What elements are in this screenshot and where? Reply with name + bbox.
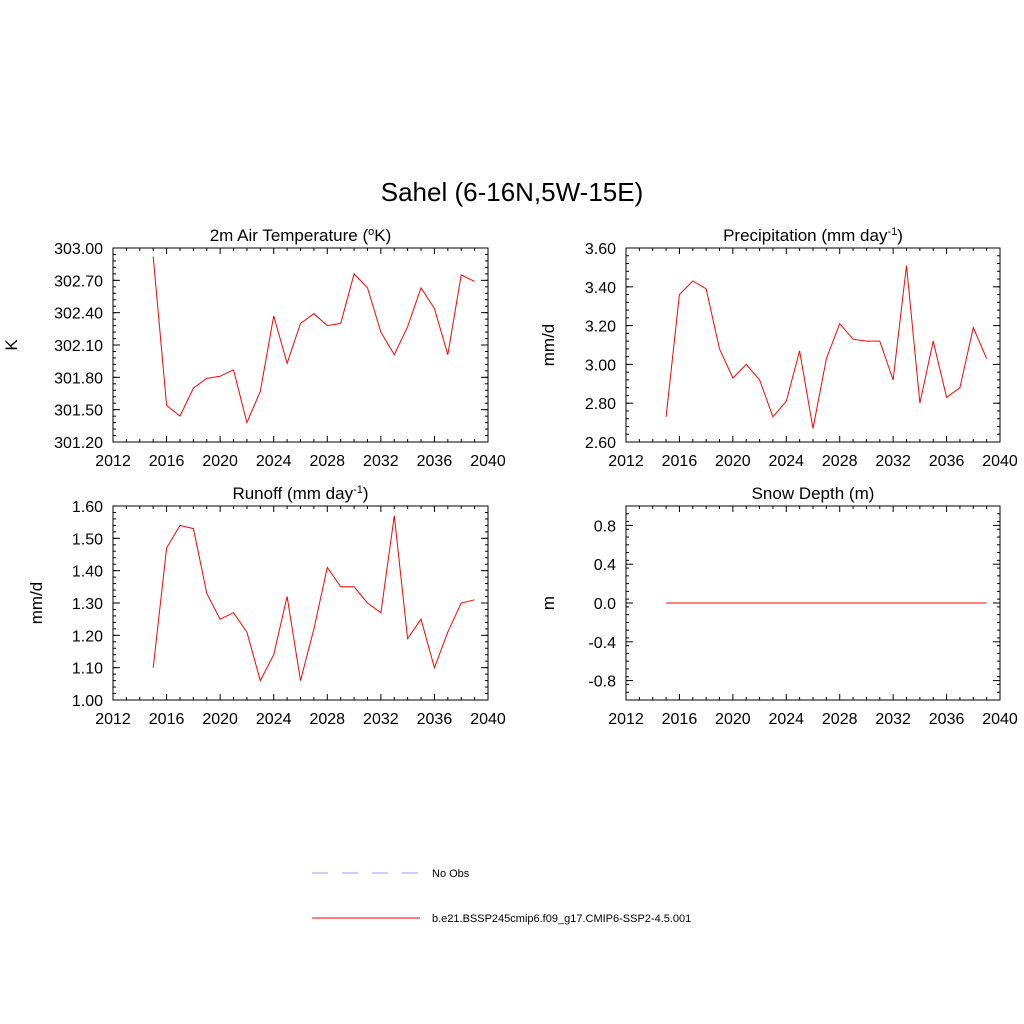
y-tick-label: 0.8 — [594, 518, 616, 535]
x-tick-label: 2032 — [363, 453, 399, 470]
legend-label-1: No Obs — [432, 868, 470, 880]
chart-panel-4: Snow Depth (m) 2012 2016 2020 2024 2028 2032 20… — [539, 484, 1018, 728]
x-tick-label: 2016 — [149, 453, 185, 470]
panel-title: Runoff (mm day-1) — [232, 484, 368, 503]
y-axis-label: K — [2, 339, 21, 351]
panel-title-superscript: -1 — [887, 226, 897, 238]
x-tick-label: 2024 — [768, 711, 804, 728]
y-tick-label: -0.4 — [588, 635, 616, 652]
x-tick-label: 2032 — [875, 711, 911, 728]
y-tick-label: 1.10 — [72, 661, 103, 678]
x-tick-label: 2012 — [608, 711, 644, 728]
x-tick-label: 2036 — [417, 711, 453, 728]
x-tick-label: 2032 — [875, 453, 911, 470]
y-tick-label: 3.40 — [585, 280, 616, 297]
x-tick-label: 2024 — [256, 453, 292, 470]
y-tick-label: 0.0 — [594, 596, 616, 613]
x-tick-label: 2016 — [662, 453, 698, 470]
x-tick-label: 2024 — [768, 453, 804, 470]
x-tick-label: 2028 — [822, 711, 858, 728]
y-tick-label: 301.50 — [54, 403, 103, 420]
y-tick-label: -0.8 — [588, 674, 616, 691]
chart-panel-2: Precipitation (mm day-1) 2012 2016 2020 2024… — [539, 226, 1018, 470]
x-tick-label: 2040 — [470, 453, 506, 470]
chart-panel-3: Runoff (mm day-1) 2012 2016 2020 2024 2028 203… — [27, 484, 506, 728]
chart-panel-1: 2m Air Temperature (oK) 2012 2016 2020 2024 2… — [2, 226, 506, 470]
y-tick-label: 301.80 — [54, 370, 103, 387]
panel-title: Snow Depth (m) — [752, 484, 875, 503]
y-tick-label: 1.50 — [72, 531, 103, 548]
x-tick-label: 2016 — [149, 711, 185, 728]
panel-title-text: Runoff (mm day — [232, 484, 353, 503]
x-tick-label: 2036 — [929, 453, 965, 470]
y-tick-label: 3.20 — [585, 319, 616, 336]
legend-label-2: b.e21.BSSP245cmip6.f09_g17.CMIP6-SSP2-4.… — [432, 913, 691, 925]
y-tick-label: 302.40 — [54, 306, 103, 323]
x-tick-label: 2012 — [95, 711, 131, 728]
panel-title-text: Snow Depth (m) — [752, 484, 875, 503]
x-tick-label: 2020 — [202, 453, 238, 470]
y-axis-label: mm/d — [27, 582, 46, 625]
legend: No Obs b.e21.BSSP245cmip6.f09_g17.CMIP6-S… — [312, 868, 691, 925]
y-tick-label: 1.20 — [72, 628, 103, 645]
panels-group: 2m Air Temperature (oK)2012 2016 2020 2024 2… — [2, 226, 1018, 728]
plot-frame — [112, 247, 489, 443]
y-tick-label: 2.80 — [585, 396, 616, 413]
y-tick-label: 1.40 — [72, 564, 103, 581]
y-tick-label: 3.00 — [585, 357, 616, 374]
y-tick-label: 301.20 — [54, 435, 103, 452]
x-tick-label: 2028 — [822, 453, 858, 470]
y-tick-label: 1.60 — [72, 499, 103, 516]
panel-title-text: Precipitation (mm day — [723, 226, 888, 245]
panel-title: Precipitation (mm day-1) — [723, 226, 903, 245]
x-tick-label: 2032 — [363, 711, 399, 728]
x-tick-label: 2040 — [982, 711, 1018, 728]
series-line — [152, 256, 475, 425]
x-tick-label: 2036 — [417, 453, 453, 470]
plot-frame — [625, 247, 1001, 443]
y-axis-label: m — [539, 596, 558, 610]
y-tick-label: 3.60 — [585, 241, 616, 258]
panel-title-text: 2m Air Temperature ( — [210, 226, 369, 245]
panel-title-text-end: ) — [363, 484, 369, 503]
x-tick-label: 2020 — [715, 711, 751, 728]
x-tick-label: 2012 — [608, 453, 644, 470]
y-axis-label: mm/d — [539, 324, 558, 367]
panel-title: 2m Air Temperature (oK) — [210, 226, 392, 245]
y-tick-label: 302.70 — [54, 273, 103, 290]
y-tick-label: 302.10 — [54, 338, 103, 355]
plot-frame — [112, 505, 489, 701]
x-tick-label: 2016 — [662, 711, 698, 728]
x-tick-label: 2024 — [256, 711, 292, 728]
x-tick-label: 2020 — [715, 453, 751, 470]
y-tick-label: 1.00 — [72, 693, 103, 710]
y-tick-label: 0.4 — [594, 557, 616, 574]
x-tick-label: 2028 — [309, 711, 345, 728]
panel-title-text-end: ) — [897, 226, 903, 245]
panel-title-superscript: o — [368, 226, 374, 238]
x-tick-label: 2040 — [470, 711, 506, 728]
x-tick-label: 2028 — [309, 453, 345, 470]
series-line — [152, 515, 475, 682]
y-tick-label: 2.60 — [585, 435, 616, 452]
figure-title: Sahel (6-16N,5W-15E) — [381, 177, 644, 207]
y-tick-label: 303.00 — [54, 241, 103, 258]
x-tick-label: 2036 — [929, 711, 965, 728]
x-tick-label: 2012 — [95, 453, 131, 470]
y-tick-label: 1.30 — [72, 596, 103, 613]
panel-title-superscript: -1 — [353, 484, 363, 496]
x-tick-label: 2040 — [982, 453, 1018, 470]
panel-title-text-end: K) — [374, 226, 391, 245]
series-line — [665, 265, 988, 429]
x-tick-label: 2020 — [202, 711, 238, 728]
